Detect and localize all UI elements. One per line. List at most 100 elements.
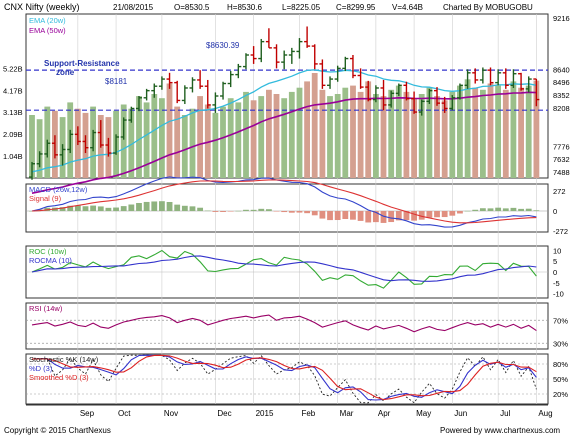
candle [181,85,188,105]
volume-bar [441,100,448,178]
macd-histogram-bar [281,211,288,213]
candle [395,83,402,96]
volume-bar [373,94,379,178]
macd-histogram-bar [434,211,440,218]
x-tick-Mar: Mar [340,409,354,418]
volume-bar [235,102,242,178]
powered-by: Powered by www.chartnexus.com [440,426,560,435]
rsi-tick: 70% [553,316,568,325]
legend-stoch-sd: Smoothed %D (3) [29,373,89,382]
macd-histogram-bar [380,211,387,223]
candle [380,79,387,111]
volume-bar [334,94,341,178]
candle [456,83,463,100]
macd-panel [25,183,549,233]
candle [82,135,89,154]
macd-histogram-bar [327,211,333,221]
volume-bar [495,85,501,178]
volume-tick: 5.22B [3,64,23,73]
macd-histogram-bar [143,201,150,211]
x-tick-Dec: Dec [217,409,231,418]
candle [342,56,349,72]
volume-bar [151,94,158,178]
header-high: H=8530.6 [227,3,262,12]
candle [158,76,165,90]
candle [74,126,81,146]
macd-histogram-bar [319,211,326,219]
macd-tick: 272 [553,187,566,196]
macd-histogram-bar [449,211,456,216]
x-tick-2015: 2015 [256,409,274,418]
macd-histogram-bar [105,207,112,211]
volume-bar [426,87,433,178]
macd-histogram-bar [457,211,463,214]
price-tick: 8496 [553,78,570,87]
candlesticks [29,26,540,180]
legend-signal: Signal (9) [29,194,62,203]
volume-bar [304,81,310,178]
macd-tick: -272 [553,227,568,236]
volume-bar [464,79,471,178]
price-tick: 7776 [553,142,570,151]
volume-bar [220,106,226,178]
candle [418,99,425,116]
candle [502,68,509,89]
macd-histogram-bar [258,208,265,211]
candle [197,70,204,89]
rsi-tick: 30% [553,339,568,348]
candle [449,95,456,111]
volume-bar [266,89,272,178]
roc-tick: -5 [553,279,560,288]
candle [403,81,410,101]
macd-histogram-bar [136,203,142,211]
header-close: C=8299.95 [336,3,376,12]
candle [166,72,173,89]
candle [388,90,395,108]
volume-bar [357,91,364,178]
x-tick-Jun: Jun [454,409,467,418]
volume-bar [29,115,35,178]
copyright: Copyright © 2015 ChartNexus [4,426,111,435]
candle [281,50,288,70]
macd-histogram-bar [243,209,249,211]
x-tick-Apr: Apr [378,409,391,418]
resistance-value-label: $8630.39 [206,41,240,50]
support-value-label: $8181 [105,77,128,86]
price-tick: 8640 [553,65,570,74]
candle [59,144,66,166]
macd-histogram-bar [59,207,66,211]
macd-histogram-bar [265,209,272,211]
volume-tick: 1.04B [3,152,23,161]
macd-histogram-bar [502,208,509,211]
volume-bar [189,108,196,178]
candle [120,117,127,140]
macd-histogram-bar [334,211,341,221]
candle [334,65,341,82]
header-open: O=8530.5 [174,3,210,12]
volume-bar [120,104,127,178]
macd-histogram-bar [235,210,242,212]
candle [518,72,525,91]
macd-histogram-bar [296,211,303,213]
macd-histogram-bar [479,208,486,211]
stoch-tick: 80% [553,360,568,369]
volume-bar [510,81,517,178]
candle [51,135,58,159]
candle [472,68,479,84]
macd-histogram-bar [181,205,188,211]
macd-histogram-bar [288,211,295,213]
candle [273,44,280,69]
candle [212,92,219,113]
macd-tick: 0 [553,207,557,216]
macd-histogram-bar [227,211,234,212]
candle [411,91,418,114]
volume-bar [388,89,395,178]
candle [44,139,51,158]
indicator-lines [26,176,548,404]
macd-histogram-bar [411,211,417,221]
legend-stoch-d: %D (3) [29,364,53,373]
candle [288,47,295,64]
volume-bar [288,91,295,178]
volume-bar [311,73,318,178]
